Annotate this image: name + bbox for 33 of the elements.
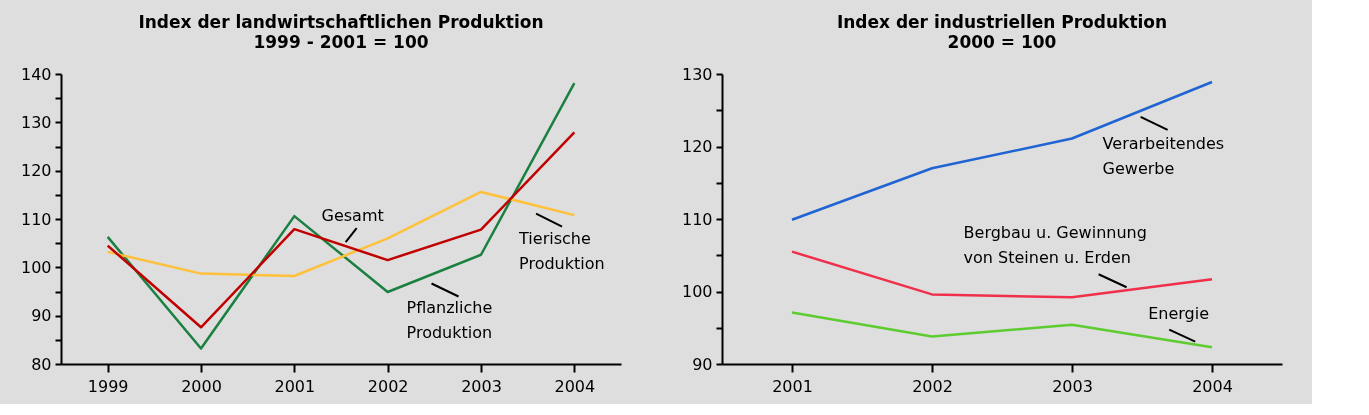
y-tick-label: 120 [20,161,52,181]
x-tick-label: 2000 [181,376,222,396]
y-tick-label: 100 [681,282,713,301]
x-tick-label: 2003 [1052,376,1093,396]
chart-subtitle: 2000 = 100 [947,32,1057,52]
x-tick-label: 1999 [87,376,129,396]
line-series [790,250,1214,299]
chart-title: Index der landwirtschaftlichen Produktion [138,12,544,32]
chart-subtitle: 1999 - 2001 = 100 [253,32,429,52]
series-label: Energie [1148,303,1210,323]
x-tick-label: 2002 [912,376,953,396]
x-tick-label: 2003 [461,376,502,396]
x-tick-label: 2001 [772,376,813,396]
y-tick-label: 130 [681,64,713,84]
y-tick-label: 120 [681,137,713,156]
x-tick-label: 2002 [367,376,409,396]
y-tick-label: 80 [31,354,52,374]
x-tick-label: 2001 [274,376,316,396]
x-tick-label: 2004 [1192,376,1233,396]
series-label: Tierische Produktion [518,228,605,273]
y-tick-label: 110 [20,209,52,229]
series-label: Gesamt [321,206,384,226]
series-label: Verarbeitendes Gewerbe [1102,133,1225,178]
y-tick-label: 100 [20,257,52,277]
y-tick-label: 90 [31,306,52,326]
y-tick-label: 90 [692,354,713,374]
chart-title: Index der industriellen Produktion [836,12,1168,32]
series-label: Pflanzliche Produktion [406,298,493,343]
series-label: Bergbau u. Gewinnung von Steinen u. Erden [963,223,1147,268]
y-tick-label: 140 [20,64,52,84]
y-tick-label: 130 [20,112,52,132]
y-tick-label: 110 [681,209,713,229]
x-tick-label: 2004 [554,376,596,396]
